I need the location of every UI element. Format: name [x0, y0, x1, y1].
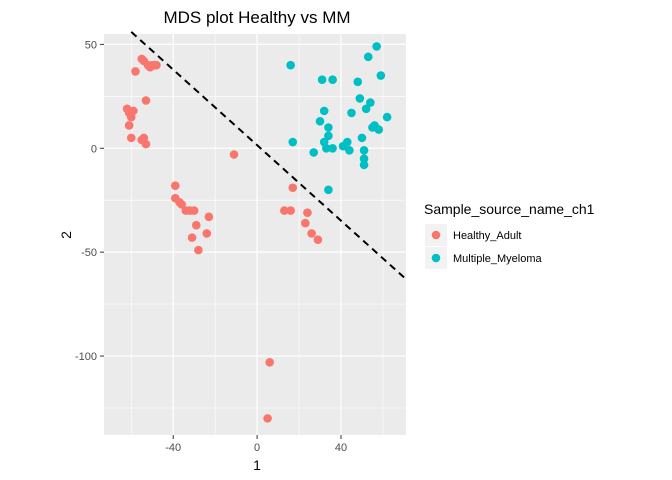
y-tick-label: 50	[85, 39, 97, 51]
y-tick-label: -100	[75, 351, 97, 363]
y-axis-ticks: 50 0 -50 -100	[75, 39, 104, 363]
point-multiple-myeloma	[324, 131, 333, 141]
point-multiple-myeloma	[324, 185, 333, 195]
x-tick-label: -40	[165, 442, 181, 454]
point-healthy-adult	[131, 67, 140, 76]
point-multiple-myeloma	[322, 143, 331, 153]
legend-label-healthy-adult: Healthy_Adult	[453, 230, 522, 242]
point-healthy-adult	[202, 229, 212, 238]
point-multiple-myeloma	[328, 75, 337, 85]
point-multiple-myeloma	[357, 133, 367, 143]
point-multiple-myeloma	[366, 98, 375, 107]
legend-label-multiple-myeloma: Multiple_Myeloma	[453, 253, 543, 265]
chart-title: MDS plot Healthy vs MM	[163, 8, 350, 27]
grid-minor	[104, 34, 406, 435]
y-tick-label: 0	[91, 143, 97, 155]
point-healthy-adult	[313, 235, 323, 244]
point-healthy-adult	[288, 183, 298, 193]
point-healthy-adult	[286, 206, 295, 215]
point-healthy-adult	[263, 414, 272, 423]
point-healthy-adult	[141, 96, 151, 105]
legend-key-multiple-myeloma	[431, 253, 441, 263]
legend-items: Healthy_Adult Multiple_Myeloma	[425, 224, 543, 269]
point-multiple-myeloma	[359, 154, 369, 163]
legend: Sample_source_name_ch1 Healthy_Adult Mult…	[424, 201, 595, 269]
point-healthy-adult	[303, 208, 312, 217]
point-multiple-myeloma	[315, 116, 325, 126]
legend-title: Sample_source_name_ch1	[424, 201, 595, 217]
x-tick-label: 40	[335, 442, 347, 454]
y-axis-title: 2	[58, 231, 74, 239]
reference-line-group	[130, 31, 407, 280]
point-multiple-myeloma	[309, 148, 319, 157]
point-multiple-myeloma	[359, 160, 369, 170]
point-healthy-adult	[177, 200, 186, 209]
point-multiple-myeloma	[361, 104, 371, 114]
point-multiple-myeloma	[355, 94, 365, 103]
point-healthy-adult	[171, 181, 180, 190]
point-healthy-adult	[265, 357, 274, 367]
point-healthy-adult	[124, 121, 134, 130]
point-healthy-adult	[126, 133, 136, 143]
point-multiple-myeloma	[363, 52, 373, 62]
point-healthy-adult	[204, 212, 214, 222]
point-multiple-myeloma	[347, 108, 356, 118]
point-multiple-myeloma	[338, 141, 348, 151]
point-healthy-adult	[187, 233, 197, 242]
point-multiple-myeloma	[288, 137, 298, 147]
point-healthy-adult	[280, 206, 289, 215]
point-healthy-adult	[307, 229, 316, 238]
point-multiple-myeloma	[328, 143, 337, 153]
reference-line	[130, 31, 407, 280]
point-healthy-adult	[301, 218, 310, 228]
point-multiple-myeloma	[372, 42, 381, 51]
point-multiple-myeloma	[319, 106, 329, 116]
point-healthy-adult	[191, 220, 201, 230]
legend-item-healthy-adult: Healthy_Adult	[425, 224, 522, 246]
point-multiple-myeloma	[359, 146, 369, 155]
point-multiple-myeloma	[374, 125, 384, 134]
point-healthy-adult	[229, 150, 239, 159]
point-healthy-adult	[126, 112, 136, 122]
point-healthy-adult	[141, 139, 151, 149]
x-axis-ticks: -40 0 40	[165, 435, 347, 454]
x-tick-label: 0	[254, 442, 260, 454]
point-multiple-myeloma	[317, 75, 327, 85]
plot-panel	[104, 34, 406, 435]
grid-major	[104, 34, 406, 435]
y-tick-label: -50	[81, 247, 97, 259]
point-multiple-myeloma	[286, 60, 295, 70]
point-multiple-myeloma	[345, 146, 354, 155]
legend-item-multiple-myeloma: Multiple_Myeloma	[425, 247, 543, 269]
point-multiple-myeloma	[382, 112, 392, 122]
x-axis-title: 1	[253, 457, 261, 473]
point-multiple-myeloma	[353, 77, 363, 87]
point-healthy-adult	[152, 60, 161, 70]
point-healthy-adult	[189, 206, 199, 215]
point-multiple-myeloma	[324, 123, 333, 132]
point-multiple-myeloma	[376, 71, 386, 80]
data-points	[122, 42, 392, 423]
legend-key-healthy-adult	[431, 230, 441, 240]
point-healthy-adult	[194, 245, 203, 255]
